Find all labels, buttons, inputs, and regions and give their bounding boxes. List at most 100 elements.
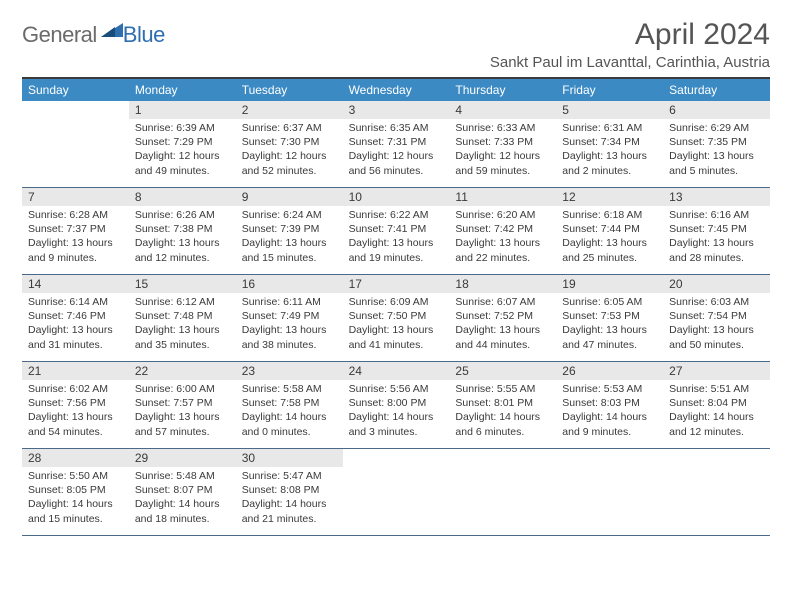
sunset-text: Sunset: 7:53 PM <box>562 309 657 323</box>
daylight-text: and 9 minutes. <box>28 251 123 265</box>
calendar-cell: 14Sunrise: 6:14 AMSunset: 7:46 PMDayligh… <box>22 275 129 361</box>
daylight-text: Daylight: 13 hours <box>455 236 550 250</box>
daylight-text: Daylight: 12 hours <box>242 149 337 163</box>
sunset-text: Sunset: 7:44 PM <box>562 222 657 236</box>
daylight-text: and 2 minutes. <box>562 164 657 178</box>
day-number: 17 <box>343 275 450 293</box>
daylight-text: Daylight: 13 hours <box>669 149 764 163</box>
sunset-text: Sunset: 7:39 PM <box>242 222 337 236</box>
day-body: Sunrise: 6:16 AMSunset: 7:45 PMDaylight:… <box>663 206 770 269</box>
sunrise-text: Sunrise: 5:53 AM <box>562 382 657 396</box>
day-number: 16 <box>236 275 343 293</box>
day-body: Sunrise: 5:51 AMSunset: 8:04 PMDaylight:… <box>663 380 770 443</box>
logo-text-blue: Blue <box>123 22 165 48</box>
daylight-text: Daylight: 13 hours <box>455 323 550 337</box>
sunset-text: Sunset: 7:37 PM <box>28 222 123 236</box>
sunset-text: Sunset: 7:50 PM <box>349 309 444 323</box>
sunset-text: Sunset: 7:38 PM <box>135 222 230 236</box>
calendar-cell: 22Sunrise: 6:00 AMSunset: 7:57 PMDayligh… <box>129 362 236 448</box>
sunrise-text: Sunrise: 6:39 AM <box>135 121 230 135</box>
calendar-cell: 10Sunrise: 6:22 AMSunset: 7:41 PMDayligh… <box>343 188 450 274</box>
daylight-text: Daylight: 12 hours <box>455 149 550 163</box>
daylight-text: and 35 minutes. <box>135 338 230 352</box>
day-body: Sunrise: 6:05 AMSunset: 7:53 PMDaylight:… <box>556 293 663 356</box>
sunset-text: Sunset: 7:57 PM <box>135 396 230 410</box>
day-number: 11 <box>449 188 556 206</box>
sunrise-text: Sunrise: 6:29 AM <box>669 121 764 135</box>
daylight-text: Daylight: 13 hours <box>135 410 230 424</box>
daylight-text: Daylight: 13 hours <box>669 323 764 337</box>
daylight-text: and 56 minutes. <box>349 164 444 178</box>
daylight-text: Daylight: 13 hours <box>562 323 657 337</box>
day-body: Sunrise: 6:07 AMSunset: 7:52 PMDaylight:… <box>449 293 556 356</box>
calendar-cell: 12Sunrise: 6:18 AMSunset: 7:44 PMDayligh… <box>556 188 663 274</box>
daylight-text: and 59 minutes. <box>455 164 550 178</box>
daylight-text: Daylight: 13 hours <box>28 236 123 250</box>
sunrise-text: Sunrise: 6:22 AM <box>349 208 444 222</box>
calendar-cell: 24Sunrise: 5:56 AMSunset: 8:00 PMDayligh… <box>343 362 450 448</box>
sunrise-text: Sunrise: 5:50 AM <box>28 469 123 483</box>
daylight-text: and 0 minutes. <box>242 425 337 439</box>
calendar-cell: 30Sunrise: 5:47 AMSunset: 8:08 PMDayligh… <box>236 449 343 535</box>
sunset-text: Sunset: 7:58 PM <box>242 396 337 410</box>
day-number: 1 <box>129 101 236 119</box>
day-number <box>22 101 129 119</box>
day-number: 24 <box>343 362 450 380</box>
daylight-text: Daylight: 13 hours <box>242 236 337 250</box>
daylight-text: Daylight: 14 hours <box>349 410 444 424</box>
day-body: Sunrise: 6:14 AMSunset: 7:46 PMDaylight:… <box>22 293 129 356</box>
day-number: 19 <box>556 275 663 293</box>
calendar-cell: 15Sunrise: 6:12 AMSunset: 7:48 PMDayligh… <box>129 275 236 361</box>
daylight-text: and 12 minutes. <box>135 251 230 265</box>
daylight-text: Daylight: 13 hours <box>349 236 444 250</box>
sunrise-text: Sunrise: 6:18 AM <box>562 208 657 222</box>
daylight-text: and 44 minutes. <box>455 338 550 352</box>
daylight-text: and 28 minutes. <box>669 251 764 265</box>
day-body: Sunrise: 5:47 AMSunset: 8:08 PMDaylight:… <box>236 467 343 530</box>
sunset-text: Sunset: 7:29 PM <box>135 135 230 149</box>
calendar-cell: 6Sunrise: 6:29 AMSunset: 7:35 PMDaylight… <box>663 101 770 187</box>
calendar-cell: 2Sunrise: 6:37 AMSunset: 7:30 PMDaylight… <box>236 101 343 187</box>
day-body: Sunrise: 5:55 AMSunset: 8:01 PMDaylight:… <box>449 380 556 443</box>
daylight-text: Daylight: 14 hours <box>455 410 550 424</box>
day-body: Sunrise: 6:28 AMSunset: 7:37 PMDaylight:… <box>22 206 129 269</box>
sunrise-text: Sunrise: 6:12 AM <box>135 295 230 309</box>
day-body: Sunrise: 6:35 AMSunset: 7:31 PMDaylight:… <box>343 119 450 182</box>
calendar-week-row: 14Sunrise: 6:14 AMSunset: 7:46 PMDayligh… <box>22 275 770 362</box>
calendar-grid: Sunday Monday Tuesday Wednesday Thursday… <box>22 77 770 536</box>
sunset-text: Sunset: 7:54 PM <box>669 309 764 323</box>
daylight-text: and 41 minutes. <box>349 338 444 352</box>
sunset-text: Sunset: 7:48 PM <box>135 309 230 323</box>
day-body: Sunrise: 6:24 AMSunset: 7:39 PMDaylight:… <box>236 206 343 269</box>
daylight-text: and 54 minutes. <box>28 425 123 439</box>
sunset-text: Sunset: 7:35 PM <box>669 135 764 149</box>
sunrise-text: Sunrise: 6:05 AM <box>562 295 657 309</box>
dow-sunday: Sunday <box>22 79 129 101</box>
day-body: Sunrise: 6:09 AMSunset: 7:50 PMDaylight:… <box>343 293 450 356</box>
sunset-text: Sunset: 8:04 PM <box>669 396 764 410</box>
calendar-week-row: 7Sunrise: 6:28 AMSunset: 7:37 PMDaylight… <box>22 188 770 275</box>
day-body: Sunrise: 6:37 AMSunset: 7:30 PMDaylight:… <box>236 119 343 182</box>
day-body: Sunrise: 6:33 AMSunset: 7:33 PMDaylight:… <box>449 119 556 182</box>
calendar-cell: 25Sunrise: 5:55 AMSunset: 8:01 PMDayligh… <box>449 362 556 448</box>
daylight-text: Daylight: 13 hours <box>28 410 123 424</box>
day-number: 21 <box>22 362 129 380</box>
dow-friday: Friday <box>556 79 663 101</box>
day-body: Sunrise: 6:29 AMSunset: 7:35 PMDaylight:… <box>663 119 770 182</box>
sunrise-text: Sunrise: 6:31 AM <box>562 121 657 135</box>
logo: General Blue <box>22 22 165 48</box>
sunrise-text: Sunrise: 6:00 AM <box>135 382 230 396</box>
sunset-text: Sunset: 7:41 PM <box>349 222 444 236</box>
sunrise-text: Sunrise: 6:24 AM <box>242 208 337 222</box>
day-number: 5 <box>556 101 663 119</box>
calendar-cell: 29Sunrise: 5:48 AMSunset: 8:07 PMDayligh… <box>129 449 236 535</box>
calendar-cell <box>22 101 129 187</box>
calendar-cell: 9Sunrise: 6:24 AMSunset: 7:39 PMDaylight… <box>236 188 343 274</box>
day-number: 18 <box>449 275 556 293</box>
calendar-cell: 1Sunrise: 6:39 AMSunset: 7:29 PMDaylight… <box>129 101 236 187</box>
sunset-text: Sunset: 7:42 PM <box>455 222 550 236</box>
sunrise-text: Sunrise: 6:26 AM <box>135 208 230 222</box>
day-number: 13 <box>663 188 770 206</box>
day-number: 9 <box>236 188 343 206</box>
day-number <box>663 449 770 467</box>
